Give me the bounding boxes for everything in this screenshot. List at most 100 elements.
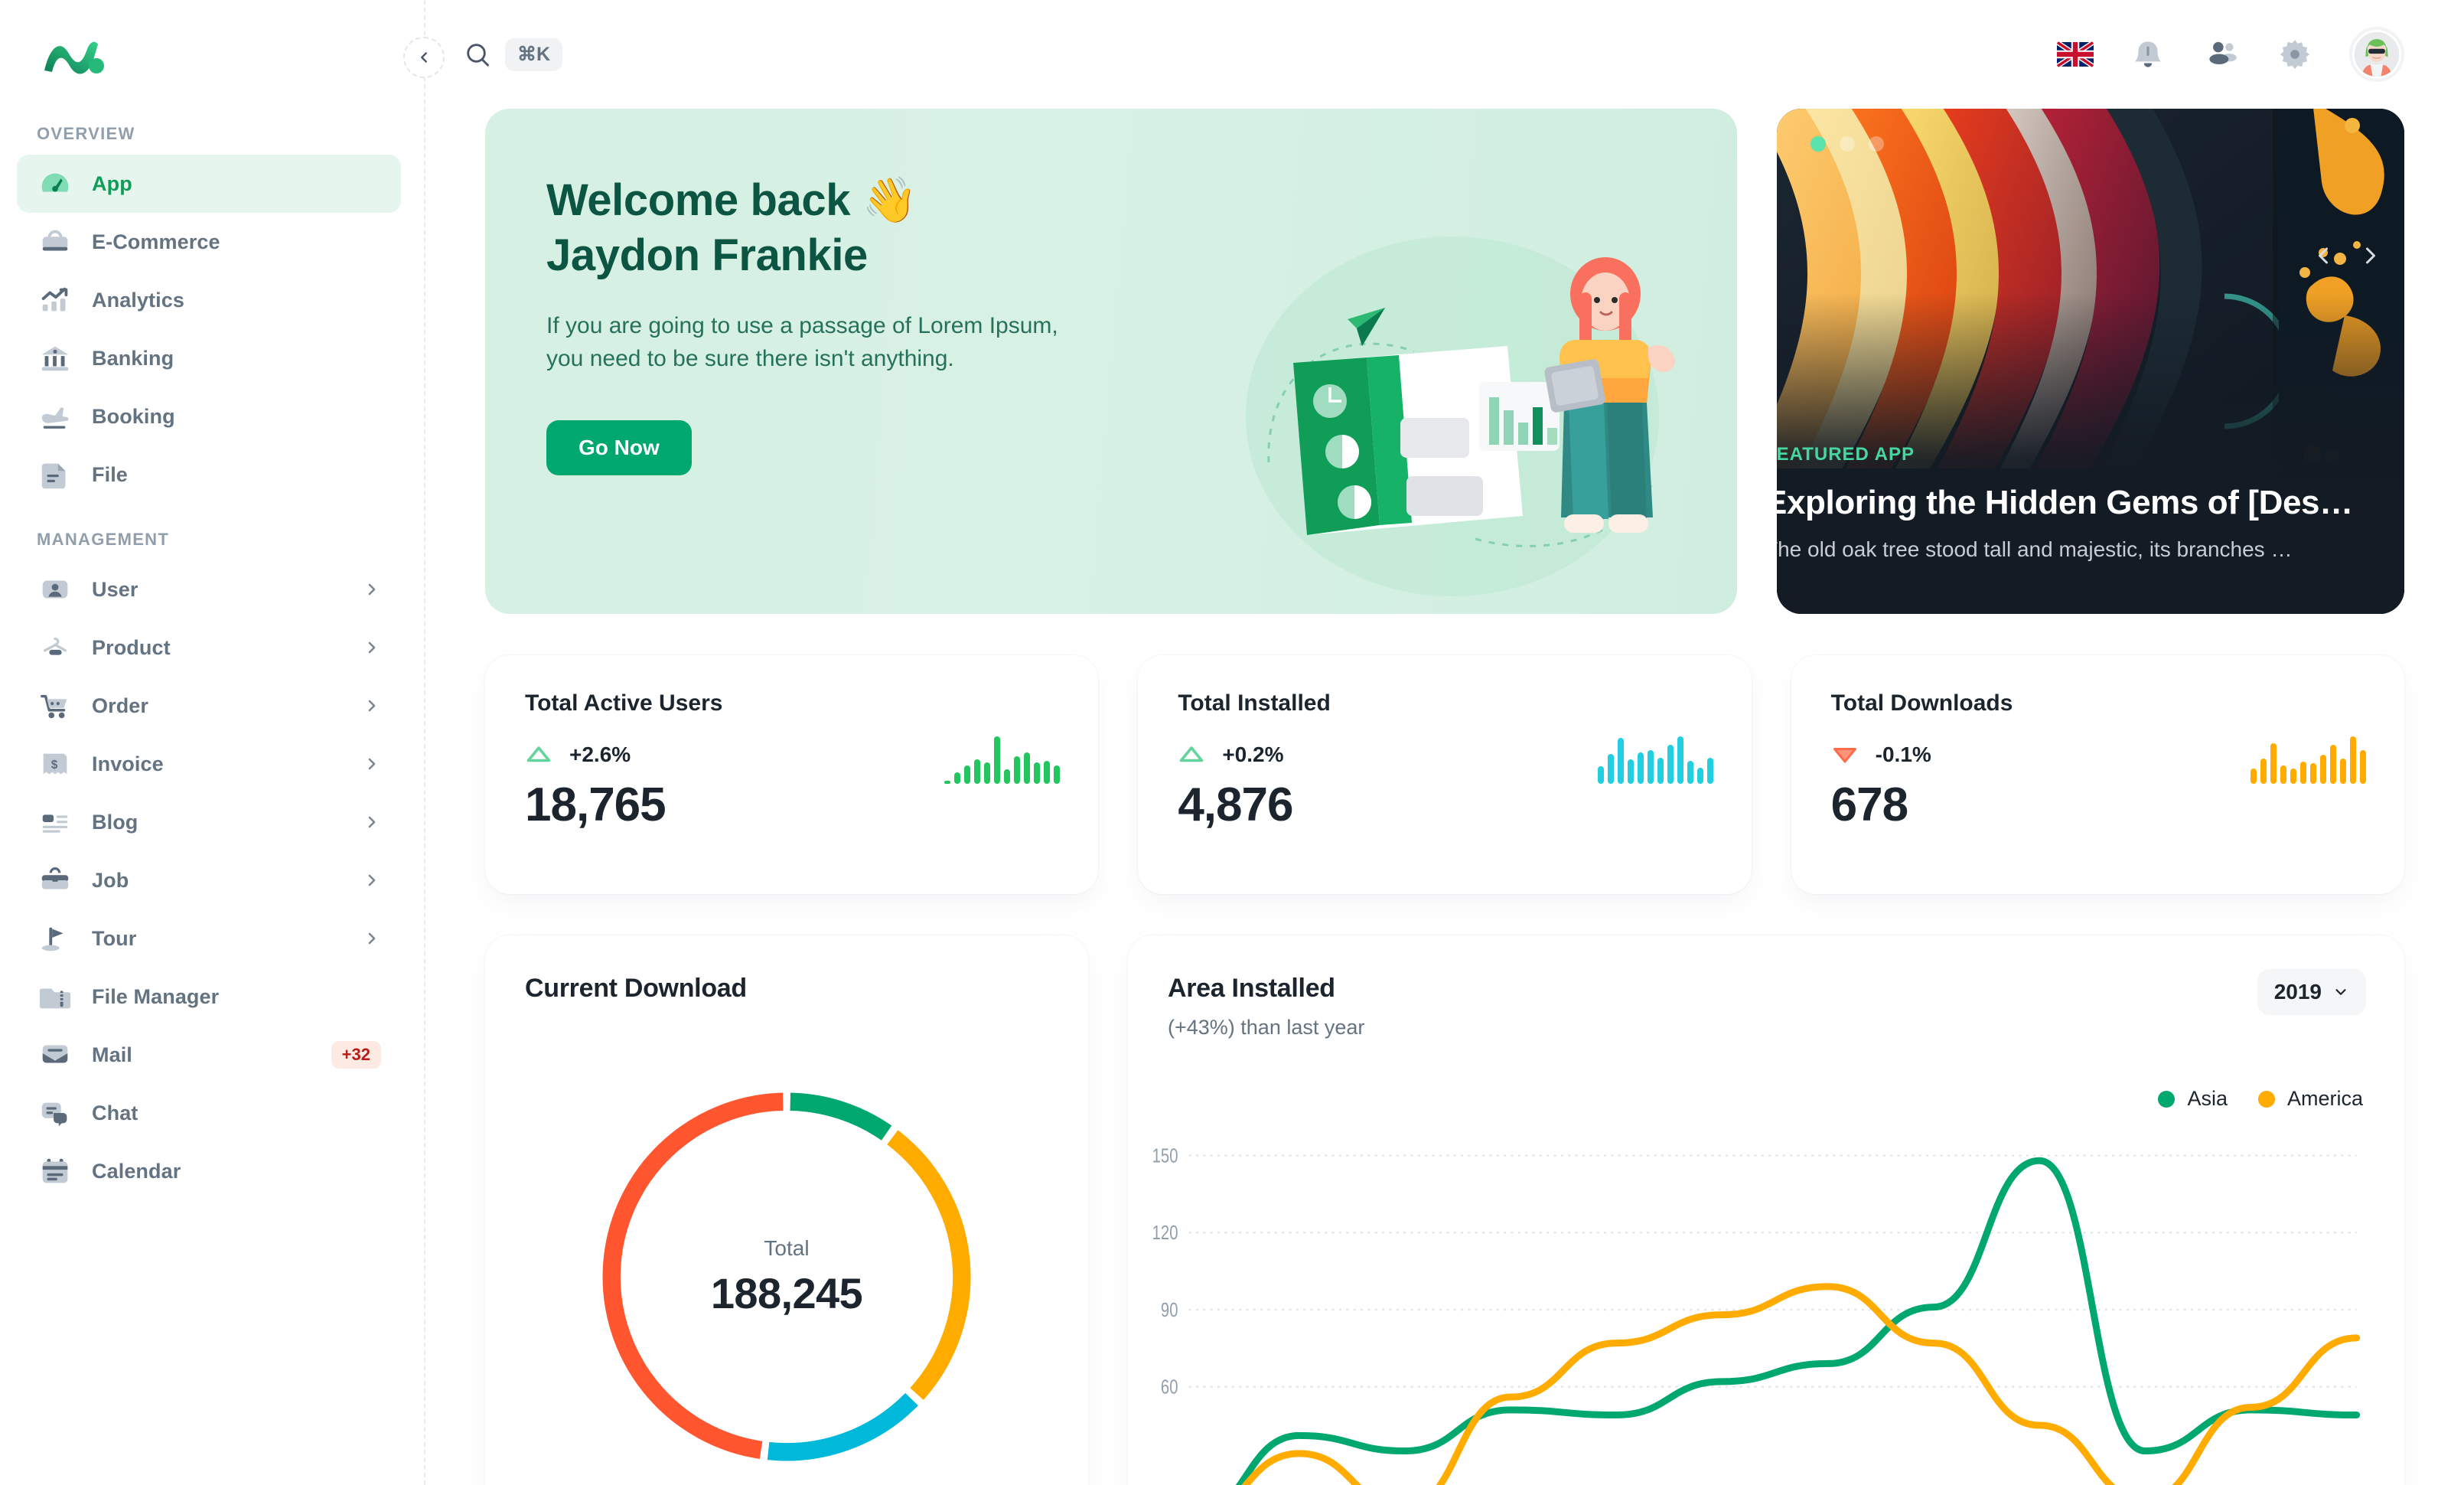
cart-icon — [37, 687, 73, 724]
year-select[interactable]: 2019 — [2257, 969, 2366, 1015]
sparkline-bar — [2359, 749, 2366, 784]
logo-wrapper[interactable] — [0, 0, 424, 115]
y-axis-tick: 120 — [1152, 1222, 1178, 1244]
featured-title[interactable]: Exploring the Hidden Gems of [Des… — [1777, 484, 2353, 521]
carousel-controls[interactable] — [2306, 239, 2387, 273]
bell-icon[interactable] — [2129, 35, 2167, 73]
sidebar-item-job[interactable]: Job — [17, 851, 401, 909]
sidebar-collapse-button[interactable] — [403, 37, 445, 78]
y-axis-tick: 90 — [1161, 1299, 1178, 1321]
search-group[interactable]: ⌘K — [464, 38, 563, 71]
sidebar-item-booking[interactable]: Booking — [17, 387, 401, 445]
sidebar-item-e-commerce[interactable]: E-Commerce — [17, 213, 401, 271]
sidebar-section-title: OVERVIEW — [37, 124, 135, 143]
stat-delta-value: -0.1% — [1875, 742, 1931, 766]
welcome-illustration — [1246, 237, 1675, 596]
welcome-greeting: Welcome back 👋 Jaydon Frankie — [546, 173, 1737, 283]
card-title: Current Download — [525, 974, 747, 1003]
search-shortcut-badge[interactable]: ⌘K — [505, 38, 563, 71]
sidebar-item-user[interactable]: User — [17, 560, 401, 618]
current-download-card: Current Download Total 188,245 — [485, 935, 1088, 1485]
donut-chart[interactable]: Total 188,245 — [588, 1078, 986, 1476]
sparkline-chart — [944, 736, 1061, 784]
sidebar-item-label: File — [92, 462, 128, 486]
sparkline-chart — [1597, 736, 1713, 784]
carousel-dot-3[interactable] — [1869, 136, 1884, 152]
account-avatar-button[interactable] — [2349, 27, 2404, 82]
sidebar-item-label: User — [92, 577, 139, 601]
invoice-icon: $ — [37, 746, 73, 782]
donut-svg — [602, 1092, 971, 1461]
uk-flag-icon[interactable] — [2057, 41, 2094, 67]
sidebar-item-label: Calendar — [92, 1159, 181, 1183]
contacts-icon[interactable] — [2202, 35, 2241, 73]
sidebar-item-product[interactable]: Product — [17, 618, 401, 677]
sparkline-bar — [1034, 762, 1041, 784]
calendar-icon — [37, 1153, 73, 1190]
donut-segment[interactable] — [767, 1392, 918, 1461]
stat-delta: -0.1% — [1831, 741, 2365, 769]
go-now-button[interactable]: Go Now — [546, 419, 692, 475]
donut-center-labels: Total 188,245 — [588, 1078, 986, 1476]
sidebar-item-blog[interactable]: Blog — [17, 793, 401, 851]
sidebar-item-tour[interactable]: Tour — [17, 909, 401, 968]
stat-card-total-installed: Total Installed +0.2% 4,876 — [1138, 655, 1752, 894]
carousel-dot-2[interactable] — [1840, 136, 1855, 152]
year-select-value: 2019 — [2273, 980, 2322, 1004]
sidebar-item-banking[interactable]: Banking — [17, 329, 401, 387]
legend-swatch — [2257, 1090, 2275, 1108]
sidebar-item-calendar[interactable]: Calendar — [17, 1142, 401, 1200]
carousel-prev-button[interactable] — [2306, 239, 2340, 273]
sidebar-item-chat[interactable]: Chat — [17, 1084, 401, 1142]
sidebar-item-order[interactable]: Order — [17, 677, 401, 735]
job-icon — [37, 862, 73, 899]
carousel-dots[interactable] — [1811, 136, 1884, 152]
chevron-right-icon — [363, 929, 381, 948]
featured-app-card[interactable]: FEATURED APP Exploring the Hidden Gems o… — [1777, 109, 2404, 614]
file-icon — [37, 456, 73, 493]
content-area: Welcome back 👋 Jaydon Frankie If you are… — [425, 109, 2464, 1485]
gear-icon[interactable] — [2276, 35, 2314, 73]
donut-segment[interactable] — [790, 1092, 892, 1141]
sparkline-bar — [2349, 736, 2356, 784]
sparkline-bar — [1677, 736, 1683, 784]
sparkline-bar — [1607, 753, 1614, 784]
stat-delta-value: +2.6% — [569, 742, 631, 766]
sidebar-item-file-manager[interactable]: File Manager — [17, 968, 401, 1026]
header-actions — [2057, 27, 2404, 82]
donut-segment[interactable] — [887, 1130, 971, 1400]
chevron-right-icon — [363, 580, 381, 599]
donut-segment[interactable] — [602, 1092, 784, 1459]
plane-icon — [37, 398, 73, 435]
card-subtitle: (+43%) than last year — [1168, 1016, 1365, 1039]
legend-item-asia[interactable]: Asia — [2158, 1087, 2228, 1111]
legend-swatch — [2158, 1090, 2176, 1108]
sidebar-item-app[interactable]: App — [17, 155, 401, 213]
sidebar-item-label: Product — [92, 635, 171, 659]
search-icon[interactable] — [464, 41, 491, 68]
sidebar-item-badge: +32 — [331, 1041, 381, 1069]
sidebar-item-invoice[interactable]: $ Invoice — [17, 735, 401, 793]
stat-value: 4,876 — [1178, 778, 1293, 831]
trend-down-icon — [1833, 748, 1856, 763]
sidebar-item-mail[interactable]: Mail +32 — [17, 1026, 401, 1084]
sparkline-bar — [964, 765, 971, 784]
stat-delta: +0.2% — [1178, 741, 1711, 769]
sparkline-bar — [1004, 769, 1011, 784]
y-axis-tick: 150 — [1152, 1144, 1178, 1167]
legend-item-america[interactable]: America — [2257, 1087, 2363, 1111]
flag-icon — [37, 920, 73, 957]
sidebar-item-analytics[interactable]: Analytics — [17, 271, 401, 329]
sidebar-item-label: Booking — [92, 404, 175, 428]
carousel-dot-1[interactable] — [1811, 136, 1826, 152]
stat-title: Total Active Users — [525, 690, 723, 716]
minimal-logo-icon — [44, 41, 104, 74]
sparkline-bar — [994, 736, 1001, 784]
sidebar-item-label: Invoice — [92, 752, 164, 775]
sparkline-bar — [2270, 742, 2277, 784]
sidebar-item-file[interactable]: File — [17, 445, 401, 504]
carousel-next-button[interactable] — [2354, 239, 2387, 273]
sidebar-item-label: Mail — [92, 1043, 132, 1066]
welcome-banner: Welcome back 👋 Jaydon Frankie If you are… — [485, 109, 1737, 614]
donut-total-label: Total — [764, 1235, 810, 1260]
